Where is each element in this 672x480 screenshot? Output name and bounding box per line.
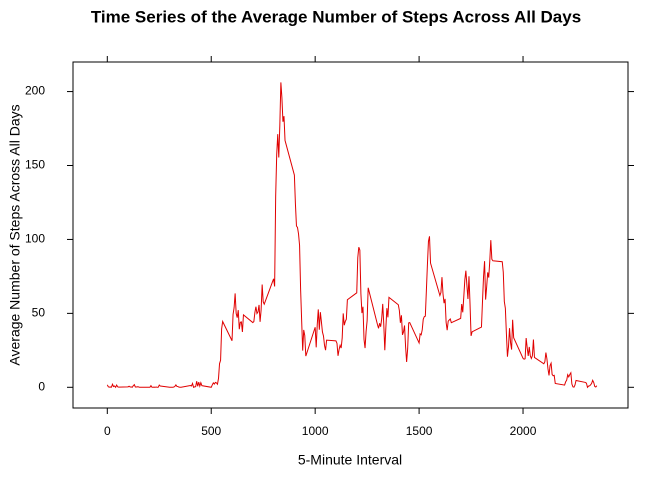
x-tick-label: 1000	[302, 424, 329, 438]
x-tick-label: 1500	[406, 424, 433, 438]
y-tick-label: 150	[25, 158, 45, 172]
x-axis-title: 5-Minute Interval	[298, 452, 402, 468]
x-tick-label: 0	[104, 424, 111, 438]
x-tick-label: 500	[201, 424, 221, 438]
y-tick-label: 50	[32, 306, 46, 320]
x-tick-label: 2000	[510, 424, 537, 438]
data-line	[106, 82, 598, 389]
chart-title: Time Series of the Average Number of Ste…	[91, 7, 581, 26]
y-tick-label: 200	[25, 84, 45, 98]
y-tick-label: 0	[38, 379, 45, 393]
y-tick-label: 100	[25, 232, 45, 246]
plot-frame	[72, 61, 629, 409]
y-axis-title: Average Number of Steps Across All Days	[7, 104, 23, 365]
